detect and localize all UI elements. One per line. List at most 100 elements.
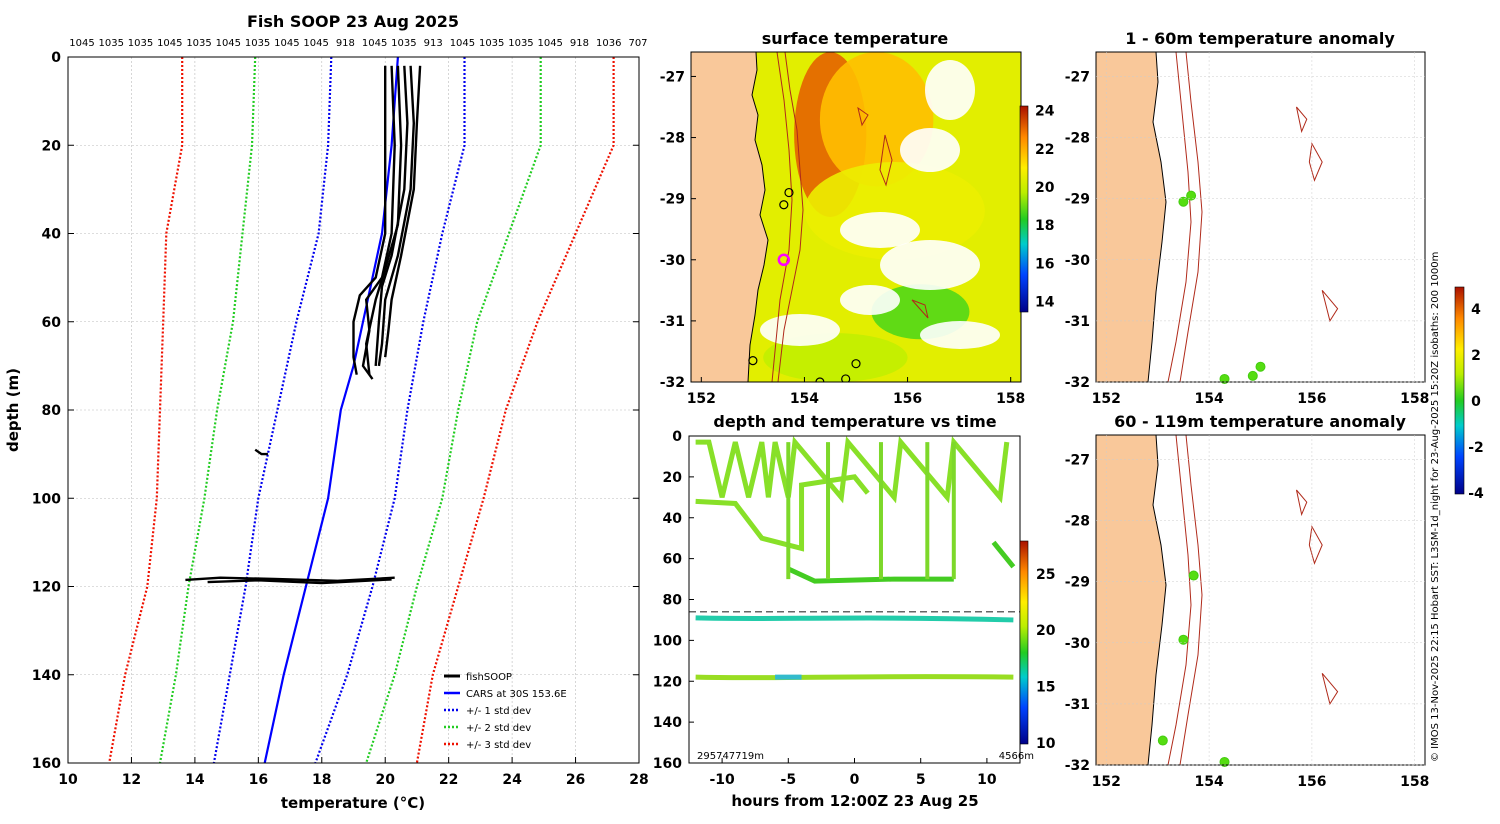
x-tick-label: 152 [1092, 774, 1121, 790]
y-tick-label: 120 [653, 674, 682, 690]
y-tick-label: 60 [42, 315, 62, 331]
fish-profile-line [374, 65, 409, 366]
top-station-label: 707 [628, 38, 647, 49]
fish-profile-line [254, 448, 268, 456]
x-tick-label: 156 [893, 391, 922, 407]
cloud-gap [900, 128, 960, 172]
y-tick-label: 40 [42, 227, 62, 243]
y-tick-label: -32 [1065, 758, 1090, 774]
std-line [365, 57, 542, 763]
dt-xlabel: hours from 12:00Z 23 Aug 25 [731, 792, 978, 810]
top-station-label: 1035 [479, 38, 504, 49]
top-station-label: 1035 [508, 38, 533, 49]
top-station-label: 1045 [274, 38, 299, 49]
profile-ylabel: depth (m) [4, 368, 22, 452]
x-tick-label: 158 [1400, 774, 1429, 790]
colorbar-tick-label: -2 [1468, 440, 1484, 456]
dive-track [695, 436, 1010, 504]
cloud-gap [920, 321, 1000, 349]
colorbar-tick-label: 4 [1471, 302, 1481, 318]
y-tick-label: -30 [1065, 636, 1091, 652]
sst-map-panel: surface temperature 152 154 156 158 -27 -28 -2… [660, 29, 1055, 407]
y-tick-label: -31 [1065, 314, 1090, 330]
isobath-1000m [1179, 434, 1203, 766]
y-tick-label: -29 [1065, 192, 1090, 208]
y-tick-label: 40 [663, 511, 683, 527]
top-station-label: 1045 [69, 38, 94, 49]
anomaly-point [1219, 373, 1230, 384]
x-tick-label: 10 [58, 772, 78, 788]
anomaly-point [1219, 756, 1230, 767]
cloud-gap [840, 212, 920, 248]
top-station-label: 1035 [128, 38, 153, 49]
x-tick-label: 154 [790, 391, 819, 407]
anomaly-deep-panel: 60 - 119m temperature anomaly 152 154 156 1… [1065, 412, 1430, 790]
top-station-label: 1045 [362, 38, 387, 49]
x-tick-label: -10 [709, 772, 735, 788]
anomaly-point [1157, 735, 1168, 746]
y-tick-label: 100 [653, 633, 682, 649]
anomaly-point [1186, 190, 1197, 201]
cloud-gap [880, 240, 980, 290]
colorbar-tick-label: 10 [1036, 736, 1056, 752]
sst-land [691, 52, 769, 382]
x-tick-label: 12 [122, 772, 141, 788]
y-tick-label: 0 [672, 429, 682, 445]
x-tick-label: 158 [996, 391, 1025, 407]
x-tick-label: 22 [439, 772, 458, 788]
top-station-label: 1045 [450, 38, 475, 49]
seamount-contour [1321, 290, 1339, 323]
colorbar-tick-label: 16 [1035, 256, 1054, 272]
top-station-label: 1035 [99, 38, 124, 49]
isobath-1000m [1179, 51, 1203, 383]
colorbar-tick-label: 20 [1035, 180, 1055, 196]
y-tick-label: -29 [1065, 575, 1090, 591]
x-tick-label: 18 [312, 772, 331, 788]
y-tick-label: -32 [660, 375, 685, 391]
fish-profile-line [364, 65, 403, 375]
dive-track [787, 540, 1016, 584]
station-marker [851, 359, 861, 369]
anom-shallow-title: 1 - 60m temperature anomaly [1125, 29, 1395, 48]
seamount-contour [1308, 142, 1323, 182]
anom-deep-title: 60 - 119m temperature anomaly [1114, 412, 1406, 431]
seamount-contour [1308, 525, 1323, 565]
y-tick-label: -31 [660, 314, 685, 330]
anomaly-point [1178, 634, 1189, 645]
cloud-gap [925, 60, 975, 120]
std-line [158, 57, 257, 763]
dive-track [695, 615, 1014, 623]
top-station-label: 918 [570, 38, 589, 49]
colorbar-tick-label: 18 [1035, 218, 1054, 234]
seamount-contour [1321, 673, 1339, 706]
profile-legend: fishSOOP CARS at 30S 153.6E +/- 1 std de… [444, 672, 567, 751]
x-tick-label: 152 [1092, 391, 1121, 407]
legend-std1: +/- 1 std dev [466, 706, 531, 717]
dt-bottom-left-label: 295747719m [697, 751, 764, 762]
legend-std3: +/- 3 std dev [466, 740, 531, 751]
x-tick-label: 5 [916, 772, 926, 788]
y-tick-label: 80 [663, 593, 683, 609]
y-tick-label: 100 [32, 491, 61, 507]
fish-profile-line [384, 65, 422, 358]
x-tick-label: 154 [1194, 774, 1223, 790]
y-tick-label: 20 [42, 138, 62, 154]
fish-profile-line [185, 576, 395, 583]
top-station-label: 918 [336, 38, 355, 49]
colorbar-tick-label: 15 [1036, 680, 1055, 696]
profile-panel: Fish SOOP 23 Aug 2025 10 12 14 16 18 20 22 24 26… [4, 12, 649, 812]
std-line [108, 57, 184, 763]
sst-colorbar [1019, 105, 1029, 313]
isobath-200m [1167, 51, 1192, 383]
station-marker [784, 187, 794, 198]
colorbar-tick-label: 14 [1035, 294, 1055, 310]
y-tick-label: -29 [660, 192, 685, 208]
x-tick-label: 24 [502, 772, 522, 788]
x-tick-label: -5 [781, 772, 797, 788]
fish-profile-line [361, 65, 396, 380]
colorbar-tick-label: 2 [1471, 348, 1481, 364]
station-marker [815, 377, 825, 382]
colorbar-tick-label: 24 [1035, 104, 1055, 120]
sst-title: surface temperature [762, 29, 949, 48]
